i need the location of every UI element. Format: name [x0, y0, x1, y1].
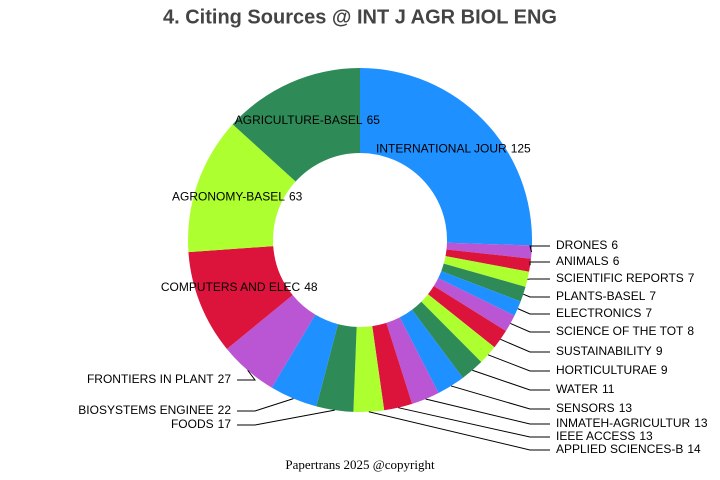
label-name: ANIMALS: [556, 254, 609, 268]
slice-label: SCIENTIFIC REPORTS 7: [556, 271, 695, 285]
leader-line: [237, 409, 335, 426]
label-value: 27: [218, 372, 232, 386]
slice: [433, 278, 515, 332]
leader-line: [237, 398, 294, 412]
slice-label: PLANTS-BASEL 7: [556, 289, 656, 303]
slice: [271, 314, 338, 407]
slice: [353, 326, 385, 412]
slice: [421, 294, 495, 363]
label-name: HORTICULTURAE: [556, 363, 657, 377]
slice-label: HORTICULTURAE 9: [556, 363, 668, 377]
label-value: 6: [611, 238, 618, 252]
slice-label: IEEE ACCESS 13: [556, 429, 653, 443]
slice: [441, 263, 526, 302]
leader-line: [487, 354, 550, 372]
slice-label: INTERNATIONAL JOUR 125: [376, 142, 531, 156]
label-value: 125: [511, 142, 531, 156]
slice: [386, 317, 439, 404]
label-name: WATER: [556, 382, 598, 396]
leader-line: [368, 411, 550, 451]
label-value: 8: [687, 324, 694, 338]
slice: [232, 68, 360, 182]
leader-line: [529, 245, 550, 253]
chart-title: 4. Citing Sources @ INT J AGR BIOL ENG: [163, 6, 557, 28]
label-value: 65: [367, 113, 381, 127]
slice: [226, 295, 316, 388]
slice-label: ANIMALS 6: [556, 254, 620, 268]
label-value: 14: [687, 442, 701, 456]
slice-label: COMPUTERS AND ELEC 48: [161, 280, 318, 294]
slice-label: ELECTRONICS 7: [556, 306, 652, 320]
label-name: SCIENTIFIC REPORTS: [556, 271, 684, 285]
label-value: 22: [218, 403, 232, 417]
label-name: INTERNATIONAL JOUR: [376, 142, 507, 156]
leader-line: [500, 338, 550, 353]
label-name: AGRICULTURE-BASEL: [235, 113, 363, 127]
label-value: 9: [656, 344, 663, 358]
slice-label: SUSTAINABILITY 9: [556, 344, 663, 358]
leader-line: [425, 398, 550, 425]
label-name: SCIENCE OF THE TOT: [556, 324, 684, 338]
label-value: 11: [602, 382, 615, 396]
label-name: PLANTS-BASEL: [556, 289, 646, 303]
slice-label: DRONES 6: [556, 238, 618, 252]
slice-label: INMATEH-AGRICULTUR 13: [556, 416, 708, 430]
label-value: 48: [304, 280, 318, 294]
label-name: SENSORS: [556, 401, 615, 415]
slice-label: AGRICULTURE-BASEL 65: [235, 113, 380, 127]
slice: [372, 322, 413, 411]
leader-line: [237, 369, 257, 381]
leader-line: [529, 261, 550, 266]
slice-label: SCIENCE OF THE TOT 8: [556, 324, 694, 338]
label-value: 9: [661, 363, 668, 377]
slice: [445, 249, 531, 272]
label-name: APPLIED SCIENCES-B: [556, 442, 683, 456]
slice: [428, 286, 506, 348]
slice: [188, 124, 296, 253]
label-name: FRONTIERS IN PLANT: [87, 372, 214, 386]
label-value: 13: [639, 429, 653, 443]
label-name: SUSTAINABILITY: [556, 344, 652, 358]
leader-line: [523, 293, 550, 298]
label-value: 63: [289, 190, 303, 204]
slice: [316, 324, 357, 412]
label-value: 7: [649, 289, 656, 303]
label-name: COMPUTERS AND ELEC: [161, 280, 301, 294]
label-value: 13: [619, 401, 633, 415]
slice-label: FRONTIERS IN PLANT 27: [87, 372, 231, 386]
label-name: DRONES: [556, 238, 607, 252]
slice-label: FOODS 17: [171, 417, 231, 431]
leader-line: [510, 322, 550, 333]
label-value: 13: [694, 416, 708, 430]
leader-line: [517, 308, 550, 315]
slice-label: SENSORS 13: [556, 401, 632, 415]
leader-line: [472, 369, 550, 391]
label-value: 17: [218, 417, 232, 431]
slice-label: AGRONOMY-BASEL 63: [172, 190, 303, 204]
label-name: IEEE ACCESS: [556, 429, 635, 443]
label-value: 7: [645, 306, 652, 320]
slice-label: BIOSYSTEMS ENGINEE 22: [78, 403, 231, 417]
slice: [399, 309, 463, 394]
slice: [412, 301, 482, 378]
label-value: 6: [613, 254, 620, 268]
footer: Papertrans 2025 @copyright: [285, 457, 435, 472]
label-value: 7: [688, 271, 695, 285]
slice: [443, 256, 530, 287]
label-name: INMATEH-AGRICULTUR: [556, 416, 691, 430]
label-name: ELECTRONICS: [556, 306, 641, 320]
slice-label: WATER 11: [556, 382, 615, 396]
label-name: AGRONOMY-BASEL: [172, 190, 285, 204]
label-name: FOODS: [171, 417, 214, 431]
slice-label: APPLIED SCIENCES-B 14: [556, 442, 701, 456]
leader-line: [398, 407, 550, 438]
slice: [446, 242, 532, 259]
leader-line: [450, 385, 550, 410]
label-name: BIOSYSTEMS ENGINEE: [78, 403, 213, 417]
slice: [188, 246, 293, 349]
slice: [360, 68, 532, 246]
slice: [438, 271, 521, 316]
